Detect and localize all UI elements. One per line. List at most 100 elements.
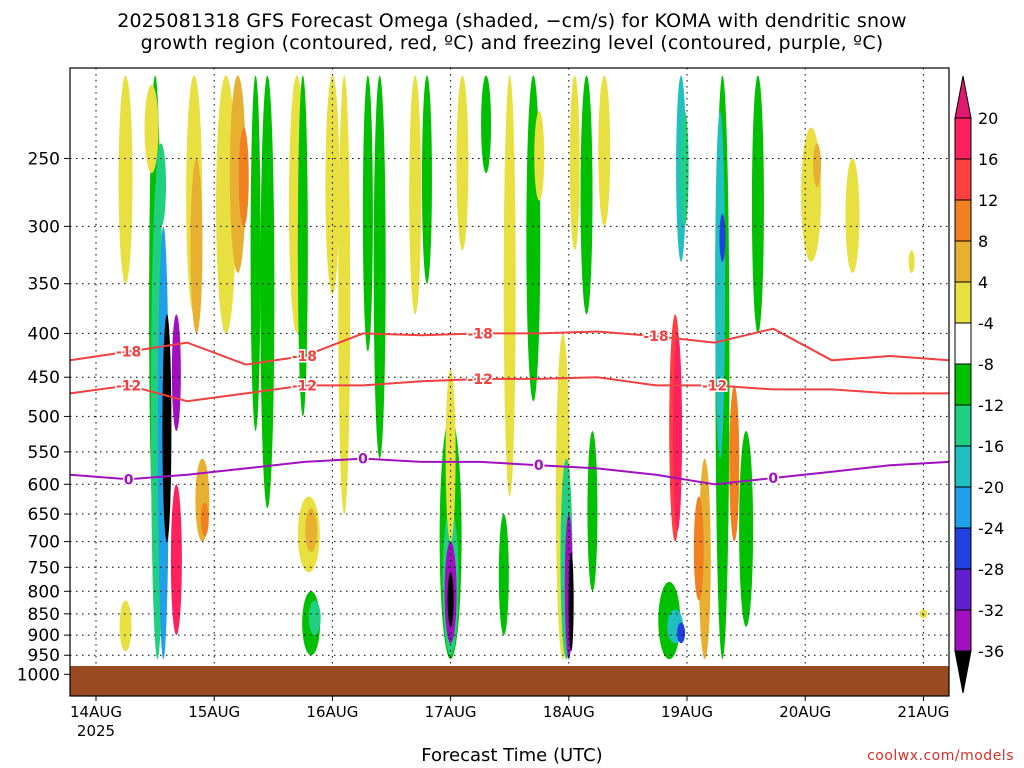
colorbar-label: -16 [978,437,1004,456]
omega-shading-cell [190,158,203,334]
y-tick-label: 250 [28,150,60,170]
omega-shading-cell [119,600,132,652]
omega-shading-cell [498,514,509,636]
omega-shading-cell [409,75,422,315]
omega-shading-cell [534,110,545,201]
y-tick-label: 950 [28,646,60,666]
omega-shading-cell [238,127,249,227]
colorbar-swatch [954,281,972,324]
colorbar-swatch [954,240,972,283]
y-tick-label: 700 [28,533,60,553]
y-tick-label: 1000 [17,665,60,685]
contour-label: 0 [358,452,368,468]
colorbar-label: -36 [978,642,1004,661]
omega-shading-cell [739,431,754,627]
y-tick-label: 850 [28,605,60,625]
omega-shading-cell [421,75,432,284]
colorbar-swatch [954,322,972,365]
omega-shading-cell [580,75,593,315]
contour-label: 0 [124,472,134,488]
contour-label: -18 [643,329,668,345]
y-tick-label: 550 [28,443,60,463]
colorbar-swatch [954,404,972,447]
omega-shading-cell [673,333,683,531]
plot-frame [69,67,950,697]
x-axis-label: Forecast Time (UTC) [421,745,603,766]
omega-shading-cell [362,75,373,352]
colorbar-label: -12 [978,396,1004,415]
colorbar-swatch [954,568,972,611]
omega-shading-cell [751,75,764,334]
omega-shading-cell [162,314,172,542]
omega-shading-cell [250,75,261,432]
x-tick-label: 15AUG [188,703,240,721]
omega-shading-cell [118,75,133,284]
omega-shading-cell [447,572,454,627]
omega-shading-cell [569,75,580,251]
colorbar-label: 16 [978,150,998,169]
omega-shading-cell [297,75,308,417]
x-tick-label: 16AUG [306,703,358,721]
omega-shading-cell [719,213,726,262]
omega-shading-cell [598,75,611,227]
colorbar-label: 8 [978,232,988,251]
chart-title-line1: 2025081318 GFS Forecast Omega (shaded, −… [117,10,907,32]
colorbar-label: -32 [978,601,1004,620]
omega-shading-cell [587,431,598,592]
colorbar-label: -20 [978,478,1004,497]
colorbar-label: 12 [978,191,998,210]
y-tick-label: 750 [28,558,60,578]
omega-shading-cell [338,75,351,515]
colorbar-label: -24 [978,519,1004,538]
omega-shading-cell [481,75,492,174]
contour-label: -12 [468,372,493,388]
colorbar-label: -28 [978,560,1004,579]
colorbar-bottom-arrow [954,650,972,694]
colorbar-swatch [954,486,972,529]
omega-shading-cell [373,75,386,459]
colorbar-top-arrow [954,75,972,119]
x-tick-label: 19AUG [661,703,713,721]
colorbar-swatch [954,117,972,160]
colorbar-swatch [954,158,972,201]
omega-shading-cell [693,496,704,601]
omega-shading-cell [729,385,740,542]
x-tick-label: 17AUG [425,703,477,721]
omega-shading-cell [260,75,275,509]
colorbar-swatch [954,445,972,488]
omega-shading-cell [908,250,915,273]
colorbar-label: 4 [978,273,988,292]
omega-shading-cell [170,484,182,636]
contour-label: -12 [702,378,727,394]
contour-label: 0 [534,458,544,474]
y-tick-label: 450 [28,368,60,388]
omega-shading-cell [813,143,822,188]
y-tick-label: 350 [28,275,60,295]
omega-shading-cell [445,368,456,542]
y-tick-label: 400 [28,324,60,344]
omega-shading-cell [503,75,516,497]
omega-shading-cell [229,75,246,273]
colorbar-label: 20 [978,109,998,128]
x-year-label: 2025 [77,722,115,740]
contour-label: -18 [468,326,493,342]
colorbar-swatch [954,199,972,242]
y-tick-label: 650 [28,505,60,525]
omega-shading-cell [305,508,318,553]
x-tick-label: 18AUG [543,703,595,721]
omega-shading-cell [456,75,469,251]
omega-shading-cell [845,158,860,273]
y-tick-label: 600 [28,475,60,495]
y-tick-label: 900 [28,626,60,646]
omega-shading-cell [715,110,726,459]
omega-shading-cell [325,75,340,295]
source-credit[interactable]: coolwx.com/models [867,748,1014,764]
contour-line [70,376,949,403]
omega-shading-cell [171,314,181,432]
omega-shading-cell [568,552,574,652]
contour-label: 0 [768,471,778,487]
colorbar-label: -8 [978,355,994,374]
y-tick-label: 300 [28,217,60,237]
contour-line [70,457,949,486]
